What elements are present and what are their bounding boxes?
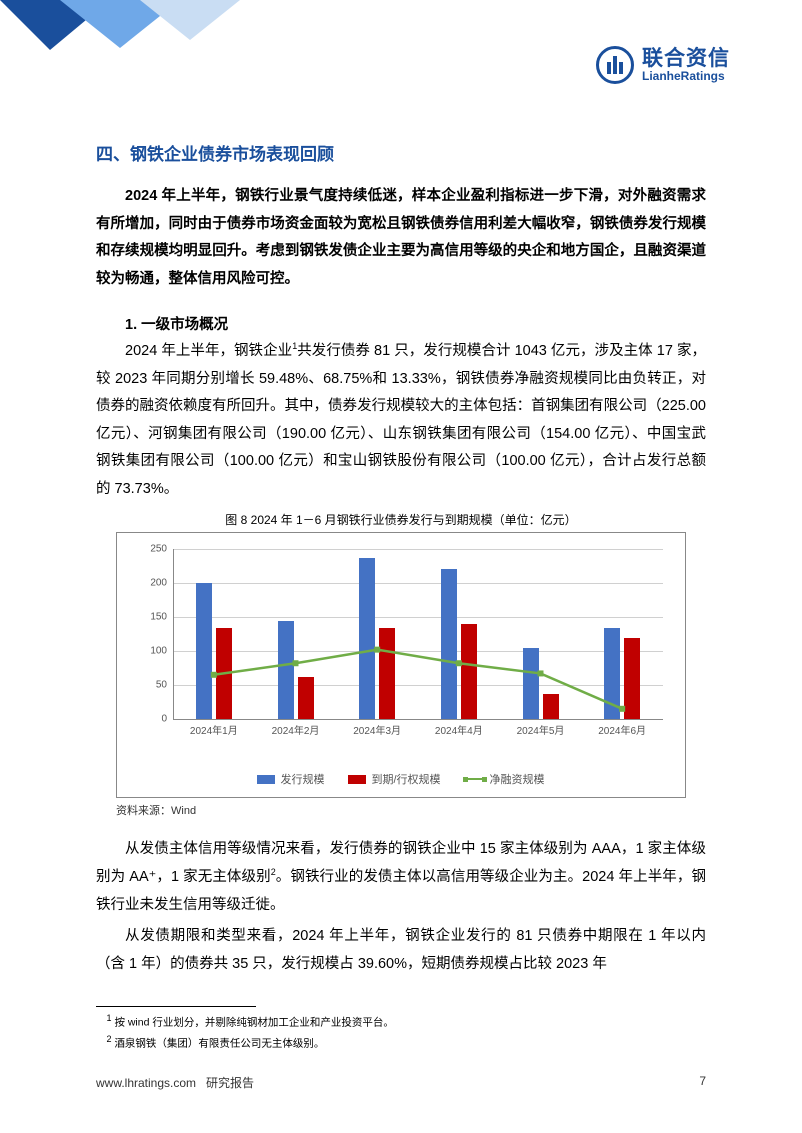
page-footer: www.lhratings.com 研究报告 7 (96, 1074, 706, 1091)
intro-paragraph: 2024 年上半年，钢铁行业景气度持续低迷，样本企业盈利指标进一步下滑，对外融资… (96, 183, 706, 293)
bond-chart: 0501001502002502024年1月2024年2月2024年3月2024… (116, 532, 686, 798)
ytick-label: 200 (139, 578, 167, 589)
footer-site: www.lhratings.com (96, 1076, 196, 1090)
legend-swatch-mature (348, 775, 366, 784)
xtick-label: 2024年6月 (582, 722, 662, 737)
legend-swatch-net (465, 778, 485, 780)
paragraph-2: 从发债主体信用等级情况来看，发行债券的钢铁企业中 15 家主体级别为 AAA，1… (96, 836, 706, 919)
logo-text-en: LianheRatings (642, 70, 730, 83)
ytick-label: 150 (139, 612, 167, 623)
xtick-label: 2024年5月 (501, 722, 581, 737)
page-content: 四、钢铁企业债券市场表现回顾 2024 年上半年，钢铁行业景气度持续低迷，样本企… (96, 140, 706, 1052)
company-logo: 联合资信 LianheRatings (596, 46, 730, 84)
xtick-label: 2024年3月 (337, 722, 417, 737)
ytick-label: 100 (139, 646, 167, 657)
paragraph-3: 从发债期限和类型来看，2024 年上半年，钢铁企业发行的 81 只债券中期限在 … (96, 923, 706, 978)
para1-text-a: 2024 年上半年，钢铁企业 (125, 343, 292, 359)
legend-label-mature: 到期/行权规模 (371, 771, 440, 787)
footnote-2-text: 酒泉钢铁（集团）有限责任公司无主体级别。 (114, 1037, 324, 1049)
footnote-1-text: 按 wind 行业划分，并剔除纯钢材加工企业和产业投资平台。 (114, 1017, 393, 1029)
footnote-1: 1 按 wind 行业划分，并剔除纯钢材加工企业和产业投资平台。 (96, 1011, 706, 1031)
legend-label-net: 净融资规模 (490, 771, 545, 787)
chart-legend: 发行规模 到期/行权规模 净融资规模 (117, 765, 685, 797)
footnote-2: 2 酒泉钢铁（集团）有限责任公司无主体级别。 (96, 1032, 706, 1052)
ytick-label: 0 (139, 714, 167, 725)
legend-issue: 发行规模 (257, 771, 324, 787)
subsection-title: 1. 一级市场概况 (96, 313, 706, 334)
logo-icon (596, 46, 634, 84)
legend-label-issue: 发行规模 (280, 771, 324, 787)
paragraph-1: 2024 年上半年，钢铁企业1共发行债券 81 只，发行规模合计 1043 亿元… (96, 338, 706, 503)
chart-source: 资料来源：Wind (116, 802, 706, 818)
para1-text-b: 共发行债券 81 只，发行规模合计 1043 亿元，涉及主体 17 家，较 20… (96, 343, 706, 497)
xtick-label: 2024年4月 (419, 722, 499, 737)
legend-swatch-issue (257, 775, 275, 784)
section-title: 四、钢铁企业债券市场表现回顾 (96, 140, 706, 165)
legend-mature: 到期/行权规模 (348, 771, 440, 787)
xtick-label: 2024年1月 (174, 722, 254, 737)
page-number: 7 (699, 1074, 706, 1091)
ytick-label: 250 (139, 544, 167, 555)
footer-label: 研究报告 (206, 1076, 254, 1090)
legend-net: 净融资规模 (465, 771, 545, 787)
footnote-separator (96, 1006, 256, 1007)
xtick-label: 2024年2月 (256, 722, 336, 737)
chart-title: 图 8 2024 年 1－6 月钢铁行业债券发行与到期规模（单位：亿元） (96, 511, 706, 528)
logo-text-cn: 联合资信 (642, 47, 730, 70)
ytick-label: 50 (139, 680, 167, 691)
net-line (173, 549, 663, 719)
